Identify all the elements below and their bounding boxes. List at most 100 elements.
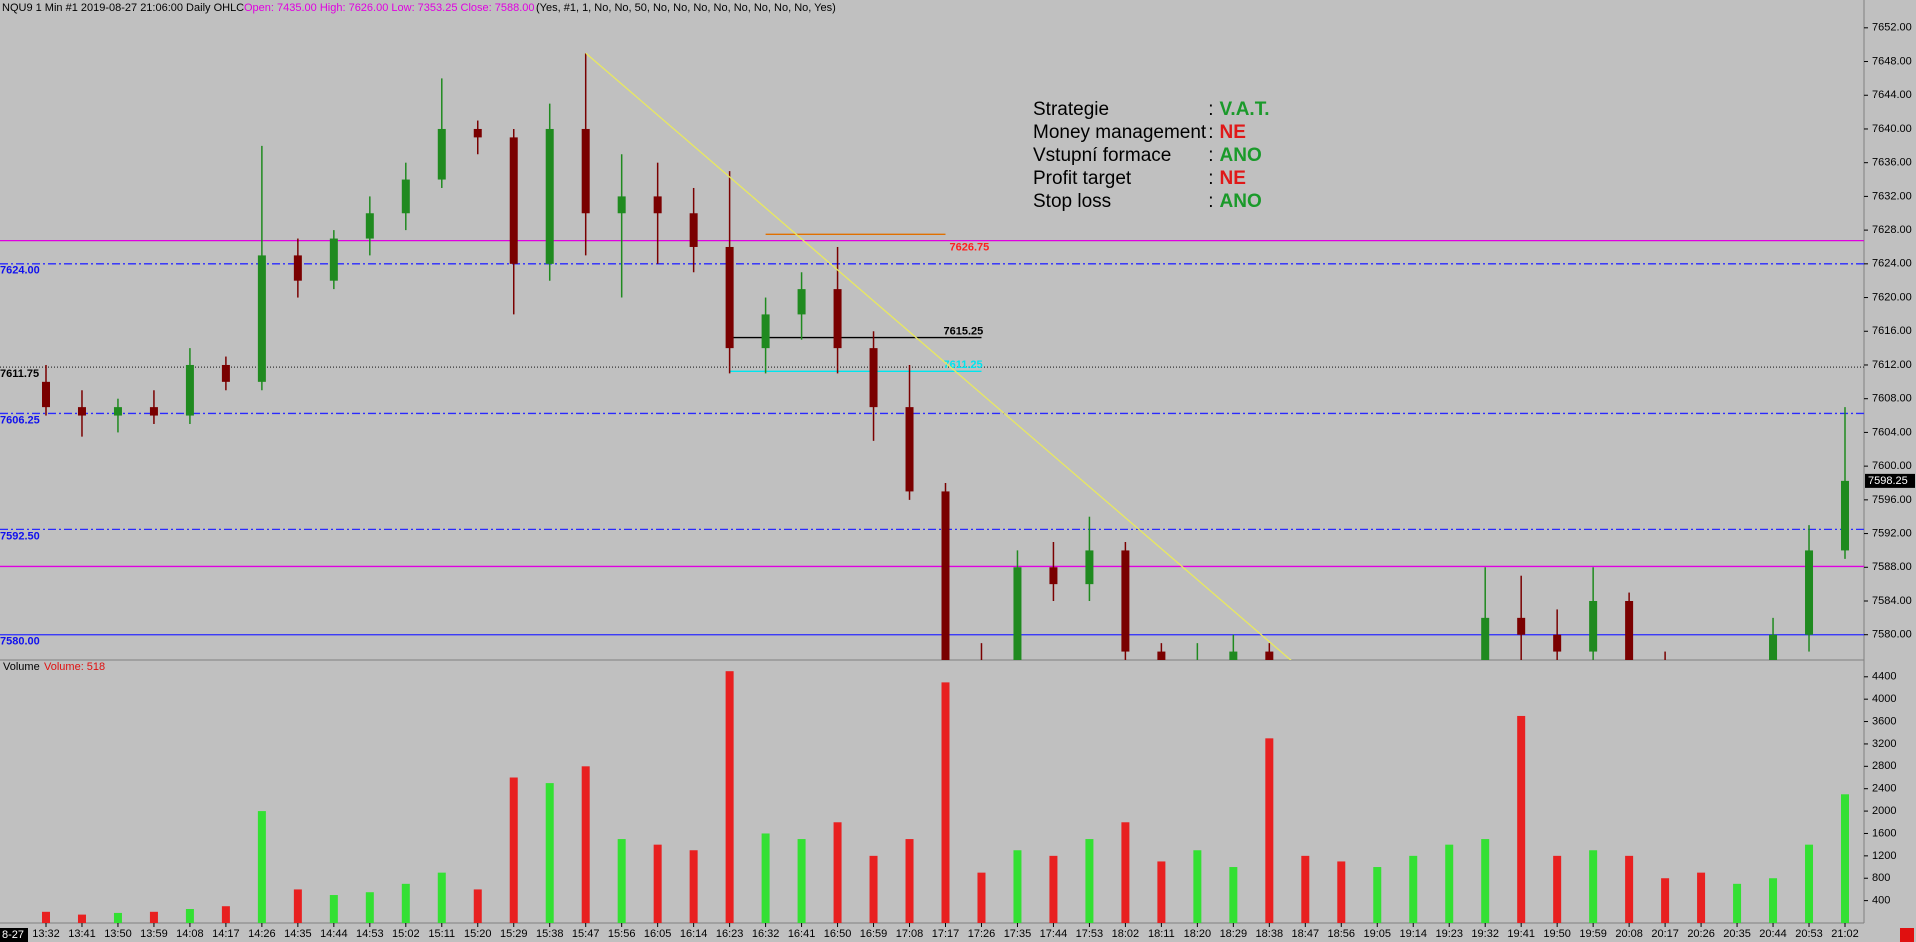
- volume-bar: [581, 766, 590, 923]
- volume-bar: [1589, 850, 1598, 923]
- info-sep: :: [1208, 99, 1214, 120]
- candle-body: [1229, 651, 1238, 660]
- volume-bar: [1049, 855, 1058, 923]
- y-tick-label: 4000: [1872, 693, 1896, 705]
- info-sep: :: [1208, 145, 1214, 166]
- volume-bar: [1805, 844, 1814, 923]
- x-tick-label: 20:26: [1687, 928, 1715, 940]
- candle-body: [437, 128, 446, 180]
- y-tick-label: 7652.00: [1872, 22, 1912, 34]
- volume-bar: [545, 783, 554, 923]
- y-tick-label: 7632.00: [1872, 190, 1912, 202]
- volume-bar: [1517, 715, 1526, 923]
- y-tick-label: 7604.00: [1872, 426, 1912, 438]
- volume-title: Volume: [3, 661, 40, 673]
- volume-bar: [1409, 855, 1418, 923]
- x-tick-label: 18:29: [1220, 928, 1248, 940]
- x-tick-label: 15:02: [392, 928, 420, 940]
- x-tick-label: 18:38: [1256, 928, 1284, 940]
- x-tick-label: 21:02: [1831, 928, 1859, 940]
- segment-label: 7611.25: [943, 359, 982, 371]
- volume-bar: [1085, 839, 1094, 923]
- x-tick-label: 17:26: [968, 928, 996, 940]
- x-tick-label: 19:14: [1399, 928, 1427, 940]
- volume-bar: [365, 892, 374, 923]
- x-tick-label: 17:35: [1004, 928, 1032, 940]
- y-tick-label: 3200: [1872, 738, 1896, 750]
- x-tick-label: 17:08: [896, 928, 924, 940]
- volume-bar: [977, 872, 986, 923]
- candle-body: [1625, 600, 1634, 660]
- x-tick-label: 19:50: [1543, 928, 1571, 940]
- level-label: 7606.25: [0, 414, 40, 426]
- candle-body: [149, 407, 158, 416]
- candle-body: [689, 213, 698, 247]
- segment-label: 7615.25: [943, 325, 983, 337]
- volume-bar: [293, 889, 302, 923]
- y-tick-label: 7620.00: [1872, 291, 1912, 303]
- candle-body: [509, 137, 518, 264]
- candle-body: [725, 246, 734, 349]
- volume-bar: [77, 914, 86, 923]
- volume-bar: [1625, 855, 1634, 923]
- x-tick-label: 16:23: [716, 928, 744, 940]
- info-label: Profit target: [1033, 168, 1132, 189]
- volume-bar: [1013, 850, 1022, 923]
- x-tick-label: 17:17: [932, 928, 960, 940]
- price-panel: 17:177626.757624.007611.757606.257592.50…: [0, 52, 1864, 660]
- volume-bar: [1733, 883, 1742, 923]
- info-label: Vstupní formace: [1033, 145, 1172, 166]
- info-label: Money management: [1033, 122, 1207, 143]
- y-tick-label: 2800: [1872, 760, 1896, 772]
- candle-body: [797, 289, 806, 315]
- candle-body: [869, 348, 878, 408]
- volume-bar: [1265, 738, 1274, 923]
- volume-bar: [1445, 844, 1454, 923]
- level-label: 7611.75: [0, 368, 39, 380]
- volume-bar: [42, 911, 50, 923]
- y-tick-label: 4400: [1872, 671, 1896, 683]
- y-tick-label: 7644.00: [1872, 89, 1912, 101]
- x-tick-label: 15:47: [572, 928, 600, 940]
- candle-body: [905, 407, 914, 492]
- info-value: NE: [1219, 168, 1246, 189]
- volume-bar: [329, 895, 338, 923]
- y-tick-label: 7580.00: [1872, 629, 1912, 641]
- candle-body: [113, 407, 122, 416]
- volume-bar: [761, 833, 770, 923]
- level-label: 7626.75: [950, 242, 990, 254]
- candle-body: [365, 213, 374, 239]
- volume-bar: [1481, 839, 1490, 923]
- x-tick-label: 14:17: [212, 928, 240, 940]
- x-tick-label: 15:38: [536, 928, 564, 940]
- x-tick-label: 13:41: [68, 928, 96, 940]
- info-label: Strategie: [1033, 99, 1110, 120]
- candle-body: [1841, 480, 1849, 551]
- y-tick-label: 800: [1872, 872, 1890, 884]
- info-value: ANO: [1219, 145, 1262, 166]
- x-tick-label: 16:05: [644, 928, 672, 940]
- candle-body: [1589, 600, 1598, 652]
- volume-bar: [1841, 794, 1849, 923]
- y-tick-label: 7628.00: [1872, 224, 1912, 236]
- x-tick-label: 14:44: [320, 928, 348, 940]
- y-tick-label: 7624.00: [1872, 258, 1912, 270]
- y-tick-label: 400: [1872, 895, 1890, 907]
- info-sep: :: [1208, 122, 1214, 143]
- candle-body: [1085, 550, 1094, 585]
- x-tick-label: 19:41: [1507, 928, 1535, 940]
- volume-bar: [725, 671, 734, 923]
- x-tick-label: 19:05: [1363, 928, 1391, 940]
- volume-bar: [941, 682, 950, 923]
- x-tick-label: 18:11: [1148, 928, 1175, 940]
- y-tick-label: 7596.00: [1872, 494, 1912, 506]
- x-tick-label: 18:02: [1112, 928, 1140, 940]
- y-tick-label: 7612.00: [1872, 359, 1912, 371]
- volume-bar: [185, 909, 194, 923]
- info-sep: :: [1208, 191, 1214, 212]
- candle-body: [293, 255, 302, 281]
- header-ohlc: Open: 7435.00 High: 7626.00 Low: 7353.25…: [244, 2, 535, 14]
